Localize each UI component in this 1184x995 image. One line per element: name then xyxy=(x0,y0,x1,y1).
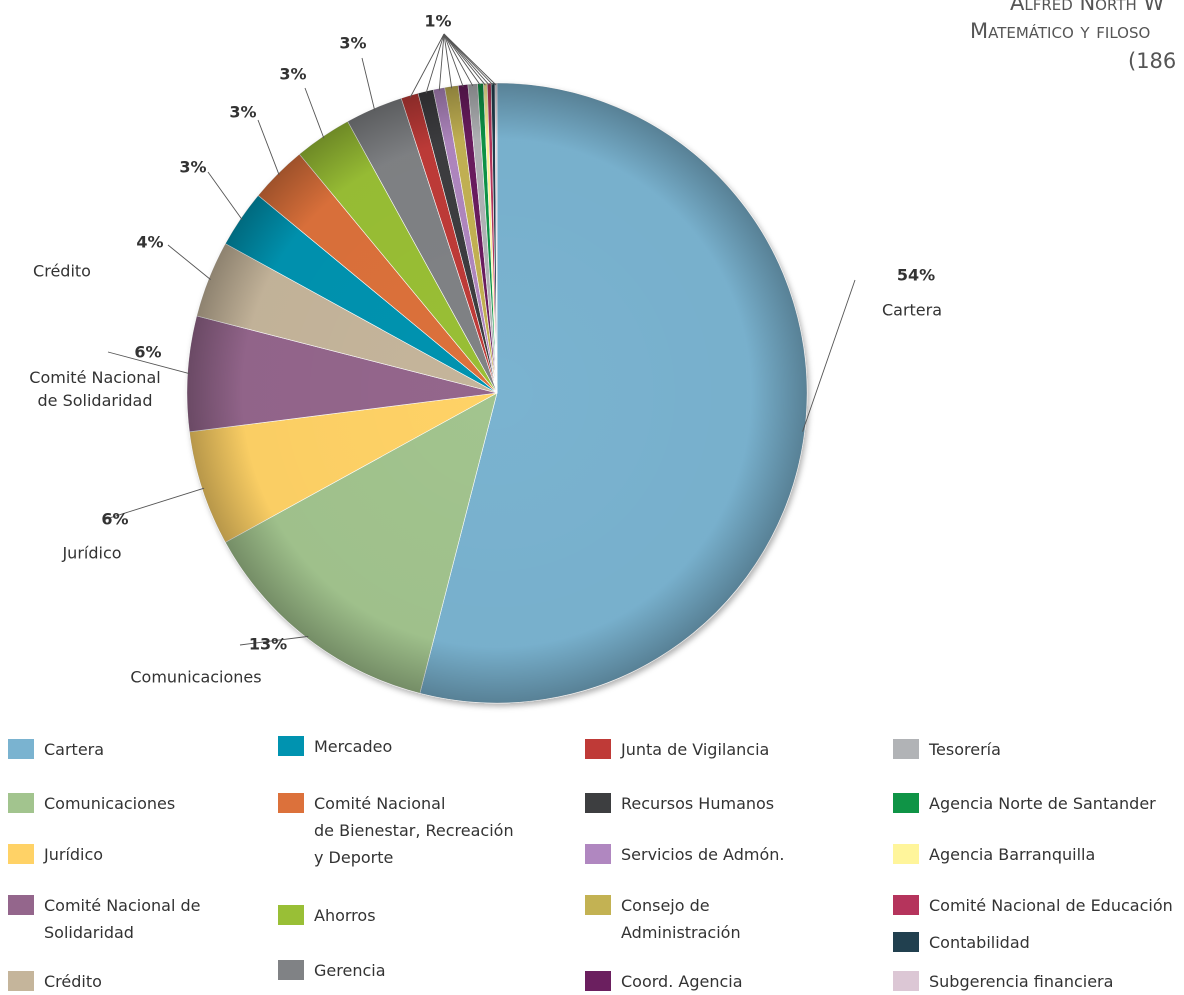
leader-line xyxy=(361,57,376,111)
legend-swatch xyxy=(278,960,304,980)
slice-value-label: 6% xyxy=(101,510,128,529)
leader-line xyxy=(167,244,211,280)
slice-value-label: 54% xyxy=(897,266,935,285)
legend-label: Servicios de Admón. xyxy=(621,845,785,864)
slice-name-label: Comité Nacional de Solidaridad xyxy=(29,368,161,410)
leader-line xyxy=(102,487,205,521)
legend-label: Comité Nacional de Solidaridad xyxy=(44,896,201,942)
leader-line xyxy=(107,351,190,375)
legend-label: Coord. Agencia xyxy=(621,972,743,991)
legend-label: Comité Nacional de Educación xyxy=(929,896,1173,915)
legend-label: Agencia Barranquilla xyxy=(929,845,1096,864)
slice-value-label: 13% xyxy=(249,635,287,654)
attribution-line: Matemático y filoso xyxy=(970,19,1150,43)
leader-line xyxy=(443,33,464,88)
slice-value-label: 3% xyxy=(179,158,206,177)
legend-swatch xyxy=(8,971,34,991)
slice-value-label: 6% xyxy=(134,343,161,362)
legend-label: Jurídico xyxy=(44,845,104,864)
leader-line xyxy=(443,33,453,89)
grouped-value-label: 1% xyxy=(424,12,451,31)
leader-line xyxy=(443,33,481,86)
leader-line xyxy=(438,33,445,91)
legend-swatch xyxy=(893,932,919,952)
legend-label: Crédito xyxy=(44,972,102,991)
legend-swatch xyxy=(893,793,919,813)
leader-line xyxy=(304,87,325,139)
legend-label: Agencia Norte de Santander xyxy=(929,794,1156,813)
legend-label: Subgerencia financiera xyxy=(929,972,1114,991)
legend-label: Cartera xyxy=(44,740,105,759)
attribution-line: Alfred North W xyxy=(1010,0,1164,15)
slice-name-label: Cartera xyxy=(881,300,943,320)
legend-swatch xyxy=(8,895,34,915)
legend-label: Ahorros xyxy=(314,906,376,925)
legend-label: Recursos Humanos xyxy=(621,794,775,813)
legend-swatch xyxy=(8,793,34,813)
leader-line xyxy=(443,33,486,86)
legend-swatch xyxy=(893,895,919,915)
legend-label: Mercadeo xyxy=(314,737,393,756)
leader-line xyxy=(443,33,474,87)
legend-swatch xyxy=(893,844,919,864)
leader-line xyxy=(443,33,497,86)
legend-swatch xyxy=(585,793,611,813)
legend-swatch xyxy=(585,844,611,864)
legend-swatch xyxy=(585,895,611,915)
slice-name-label: Comunicaciones xyxy=(130,667,262,687)
legend-label: Tesorería xyxy=(929,740,1001,759)
legend-swatch xyxy=(278,736,304,756)
legend-label: Gerencia xyxy=(314,961,386,980)
leader-line xyxy=(802,279,856,432)
legend-swatch xyxy=(585,739,611,759)
pie xyxy=(186,82,808,704)
legend-swatch xyxy=(278,905,304,925)
leader-line xyxy=(409,33,445,98)
legend-swatch xyxy=(8,844,34,864)
leader-line xyxy=(239,635,309,646)
legend-swatch xyxy=(893,971,919,991)
leader-line xyxy=(425,33,445,94)
slice-value-label: 3% xyxy=(229,103,256,122)
legend-label: Consejo de Administración xyxy=(621,896,741,942)
slice-value-label: 3% xyxy=(279,65,306,84)
legend-swatch xyxy=(893,739,919,759)
slice-value-label: 3% xyxy=(339,34,366,53)
slice-name-label: Jurídico xyxy=(62,543,122,563)
leader-line xyxy=(207,171,243,221)
leader-line xyxy=(443,33,490,86)
slice-name-label: Crédito xyxy=(33,261,91,281)
slice-value-label: 4% xyxy=(136,233,163,252)
legend-label: Contabilidad xyxy=(929,933,1030,952)
legend-swatch xyxy=(8,739,34,759)
legend-swatch xyxy=(278,793,304,813)
legend-label: Junta de Vigilancia xyxy=(621,740,770,759)
legend-label: Comunicaciones xyxy=(44,794,176,813)
legend-label: Comité Nacional de Bienestar, Recreación… xyxy=(314,794,514,867)
attribution-line: (186 xyxy=(1128,49,1176,73)
legend-swatch xyxy=(585,971,611,991)
leader-line xyxy=(257,119,280,176)
